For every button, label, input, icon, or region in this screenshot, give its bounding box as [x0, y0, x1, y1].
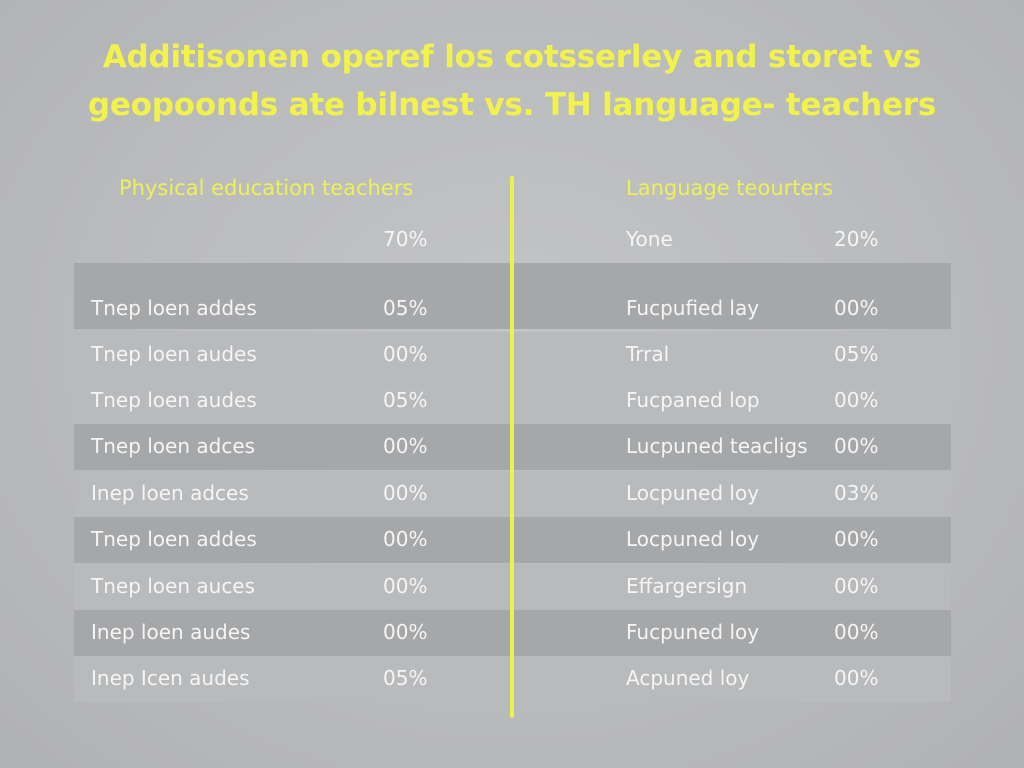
table-cell-value: 03% — [834, 481, 879, 505]
table-cell-label: Tnep loen addes — [91, 296, 257, 320]
table-cell-label: Tnep loen auces — [91, 574, 256, 598]
table-cell-value: 05% — [834, 342, 879, 366]
table-cell-label: Fucpuned loy — [626, 620, 760, 644]
table-cell-value: 00% — [383, 527, 428, 551]
table-cell-value: 00% — [834, 620, 879, 644]
table-cell-label: Tnep loen audes — [91, 342, 257, 366]
table-cell-value: 00% — [834, 574, 879, 598]
table-cell-label: Effargersign — [626, 574, 748, 598]
table-cell-value: 00% — [834, 666, 879, 690]
table-cell-value: 00% — [383, 620, 428, 644]
table-cell-value: 00% — [834, 434, 879, 458]
column-header-physical-education: Physical education teachers — [119, 176, 414, 200]
table-cell-value: 00% — [383, 342, 428, 366]
table-cell-label: Tnep loen adces — [91, 434, 256, 458]
table-cell-value: 00% — [383, 434, 428, 458]
table-cell-label: Locpuned loy — [626, 481, 760, 505]
table-cell-value: 00% — [834, 296, 879, 320]
table-cell-value: 20% — [834, 227, 879, 251]
table-cell-label: Inep Icen audes — [91, 666, 250, 690]
column-header-language: Language teourters — [626, 176, 833, 200]
chart-title-line-1: Additisonen operef los cotsserley and st… — [102, 39, 922, 75]
table-cell-value: 70% — [383, 227, 428, 251]
chart-title-line-2: geopoonds ate bilnest vs. TH language- t… — [87, 87, 937, 123]
table-cell-label: Lucpuned teacligs — [626, 434, 808, 458]
table-cell-label: Yone — [626, 227, 673, 251]
table-cell-value: 00% — [383, 574, 428, 598]
table-cell-label: Inep loen adces — [91, 481, 249, 505]
table-cell-value: 00% — [834, 527, 879, 551]
table-cell-label: Tnep loen addes — [91, 527, 257, 551]
column-divider — [510, 176, 514, 718]
table-cell-label: Fucpufied lay — [626, 296, 760, 320]
table-cell-value: 05% — [383, 296, 428, 320]
table-cell-label: Tnep loen audes — [91, 388, 257, 412]
table-cell-label: Inep loen audes — [91, 620, 251, 644]
table-cell-label: Fucpaned lop — [626, 388, 760, 412]
table-cell-label: Locpuned loy — [626, 527, 760, 551]
table-cell-label: Trral — [626, 342, 670, 366]
table-cell-value: 00% — [383, 481, 428, 505]
table-cell-value: 05% — [383, 666, 428, 690]
table-cell-value: 00% — [834, 388, 879, 412]
table-cell-label: Acpuned loy — [626, 666, 750, 690]
table-cell-value: 05% — [383, 388, 428, 412]
